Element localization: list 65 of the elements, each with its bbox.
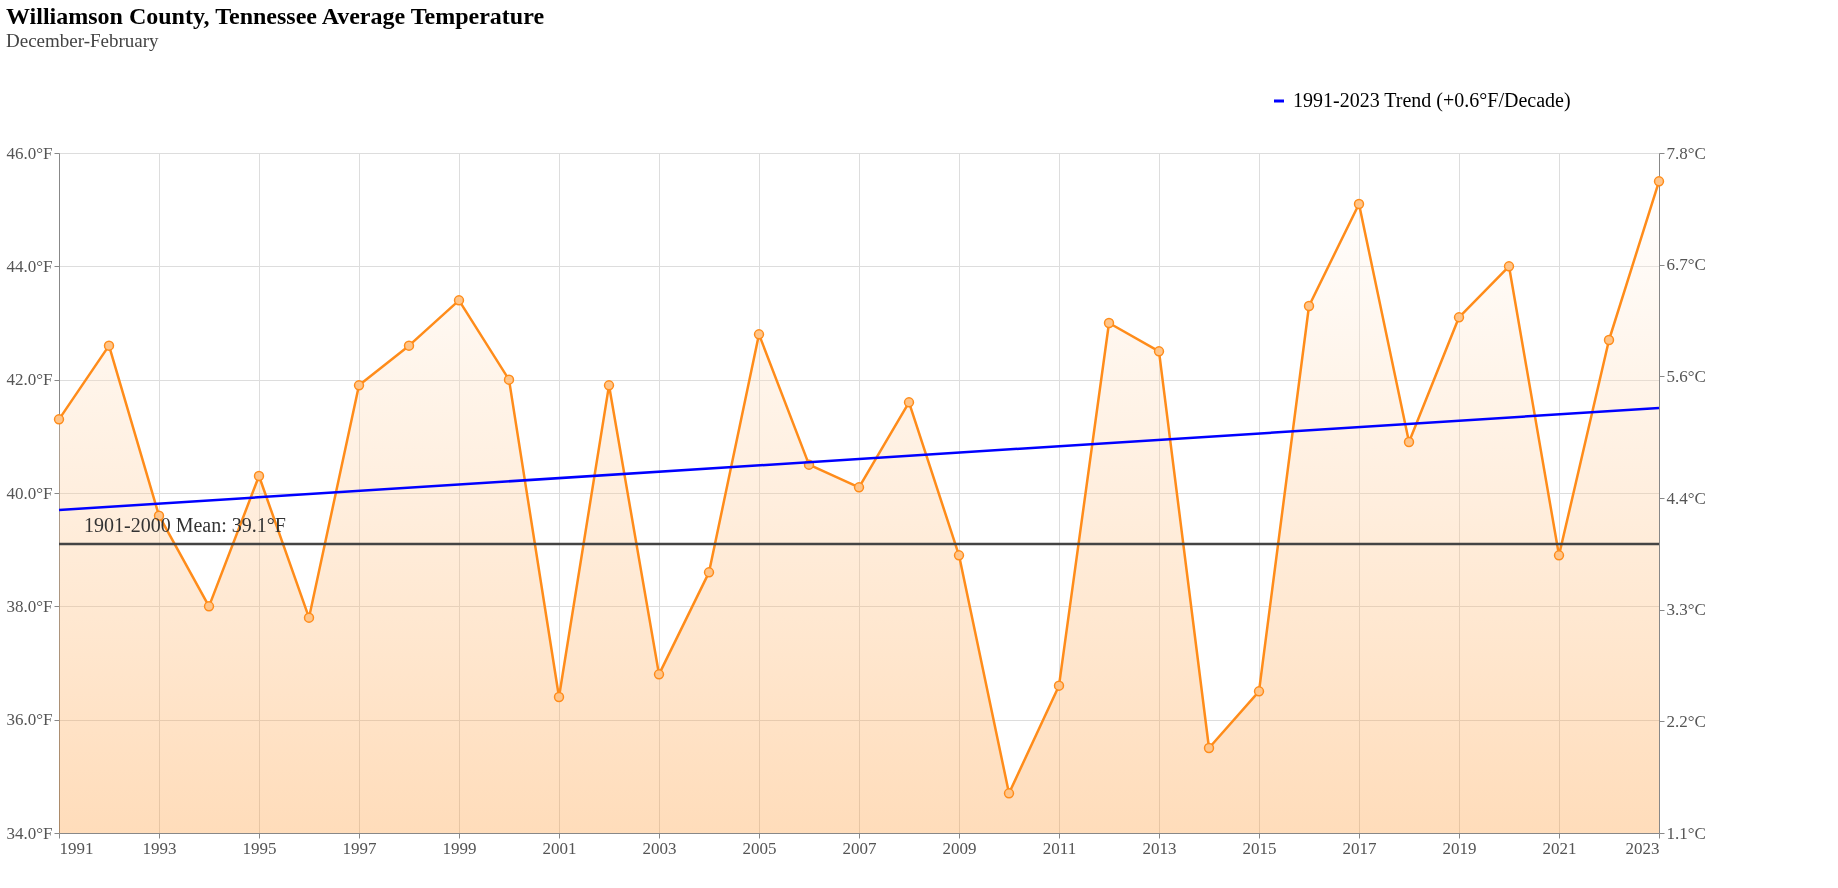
x-tick-label: 2001 [542, 838, 577, 858]
point [653, 669, 665, 680]
x-tick-label: 2015 [1242, 838, 1277, 858]
x-tick-label: 2013 [1142, 838, 1177, 858]
x-tick-label: 2017 [1342, 838, 1377, 858]
legend-label: 1991-2023 Trend (+0.6°F/Decade) [1293, 89, 1571, 112]
x-tick-label: 1991 [59, 838, 94, 858]
point [203, 601, 215, 612]
x-tick-label: 1995 [242, 838, 277, 858]
y2-tick-label: 6.7°C [1666, 255, 1706, 275]
chart-title: Williamson County, Tennessee Average Temperature [6, 3, 545, 29]
y2-tick-label: 3.3°C [1666, 600, 1706, 620]
point [1103, 317, 1115, 329]
y-tick-label: 44.0°F [6, 256, 53, 276]
x-tick-label: 2011 [1042, 838, 1077, 858]
x-tick-label: 2003 [642, 838, 677, 858]
point [1153, 346, 1165, 357]
y2-tick-label: 5.6°C [1666, 366, 1706, 386]
x-tick-label: 2009 [942, 838, 977, 858]
point [503, 374, 515, 385]
point [1203, 742, 1215, 754]
y-tick-label: 36.0°F [6, 710, 53, 730]
y-tick-label: 40.0°F [6, 483, 53, 503]
point [1603, 334, 1615, 346]
point [603, 380, 615, 391]
x-tick-label: 1997 [342, 838, 377, 858]
point [1053, 680, 1065, 691]
point [953, 550, 965, 561]
point [1653, 176, 1665, 187]
x-tick-label: 2007 [842, 838, 877, 858]
y-tick-label: 46.0°F [6, 143, 53, 163]
point [853, 482, 865, 493]
point [253, 470, 265, 482]
point [903, 397, 915, 408]
point [403, 340, 415, 351]
x-tick-label: 2021 [1542, 838, 1577, 858]
x-tick-label: 2023 [1625, 838, 1660, 858]
point [703, 567, 715, 578]
point [753, 329, 765, 340]
y-tick-label: 38.0°F [6, 596, 53, 616]
point [453, 295, 465, 306]
chart-subtitle: December-February [6, 30, 160, 51]
y2-tick-label: 7.8°C [1666, 143, 1706, 163]
x-tick-label: 1993 [142, 838, 177, 858]
point [553, 691, 565, 703]
y-tick-label: 34.0°F [6, 823, 53, 843]
point [1453, 312, 1465, 323]
point [1253, 686, 1265, 697]
point [103, 340, 115, 351]
point [303, 612, 315, 623]
x-tick-label: 1999 [442, 838, 477, 858]
point [1003, 788, 1015, 799]
point [1403, 436, 1415, 448]
point [1303, 300, 1315, 312]
x-tick-label: 2005 [742, 838, 777, 858]
y2-tick-label: 1.1°C [1666, 823, 1706, 843]
point [1553, 550, 1565, 561]
x-tick-label: 2019 [1442, 838, 1477, 858]
point [1353, 198, 1365, 210]
y2-tick-label: 2.2°C [1666, 711, 1706, 731]
y-tick-label: 42.0°F [6, 370, 53, 390]
y2-tick-label: 4.4°C [1666, 488, 1706, 508]
point [1503, 261, 1515, 272]
point [353, 380, 365, 391]
point [53, 414, 65, 425]
